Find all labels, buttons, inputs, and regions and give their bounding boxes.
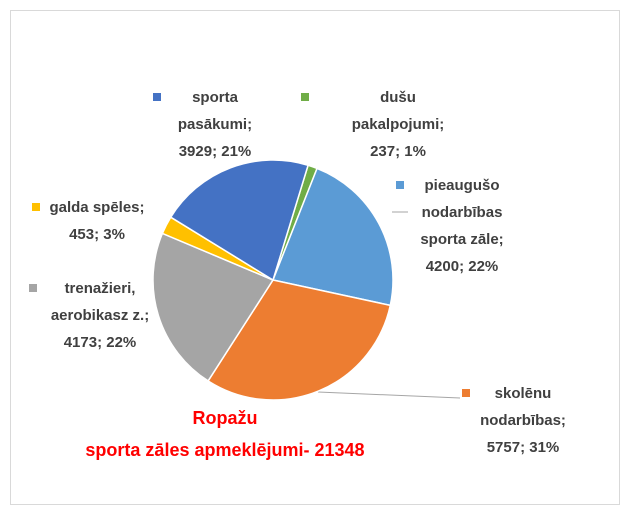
legend-key [462,389,470,397]
chart-subtitle: sporta zāles apmeklējumi- 21348 [85,440,365,460]
category-label: pieaugušo nodarbības sporta zāle; [420,177,504,248]
data-label: pieaugušo nodarbības sporta zāle; 4200; … [410,172,514,280]
value-label: 3929; 21% [178,143,252,160]
chart-border [10,10,620,505]
category-label: skolēnu nodarbības; [480,385,566,429]
legend-key [153,93,161,101]
data-label: trenažieri, aerobikasz z.; 4173; 22% [40,275,160,356]
pie-slice [169,159,310,282]
data-label: sporta pasākumi; 3929; 21% [162,84,268,165]
legend-key [301,93,309,101]
data-label: galda spēles; 453; 3% [42,194,152,248]
value-label: 237; 1% [370,143,426,160]
value-label: 4200; 22% [425,258,499,275]
legend-key [32,203,40,211]
legend-key [396,181,404,189]
pie-slice [207,279,392,401]
pie-slice [271,167,394,307]
pie-slice [152,232,275,382]
value-label: 5757; 31% [486,439,560,456]
chart-title: Ropažu [192,408,258,428]
value-label: 453; 3% [69,226,125,243]
leader-line [317,391,461,399]
category-label: sporta pasākumi; [177,89,253,133]
data-label: skolēnu nodarbības; 5757; 31% [470,380,576,461]
data-label: dušu pakalpojumi; 237; 1% [348,84,448,165]
category-label: dušu pakalpojumi; [351,89,445,133]
category-label: galda spēles; [49,199,145,216]
legend-key [29,284,37,292]
category-label: trenažieri, aerobikasz z.; [50,280,150,324]
value-label: 4173; 22% [63,334,137,351]
